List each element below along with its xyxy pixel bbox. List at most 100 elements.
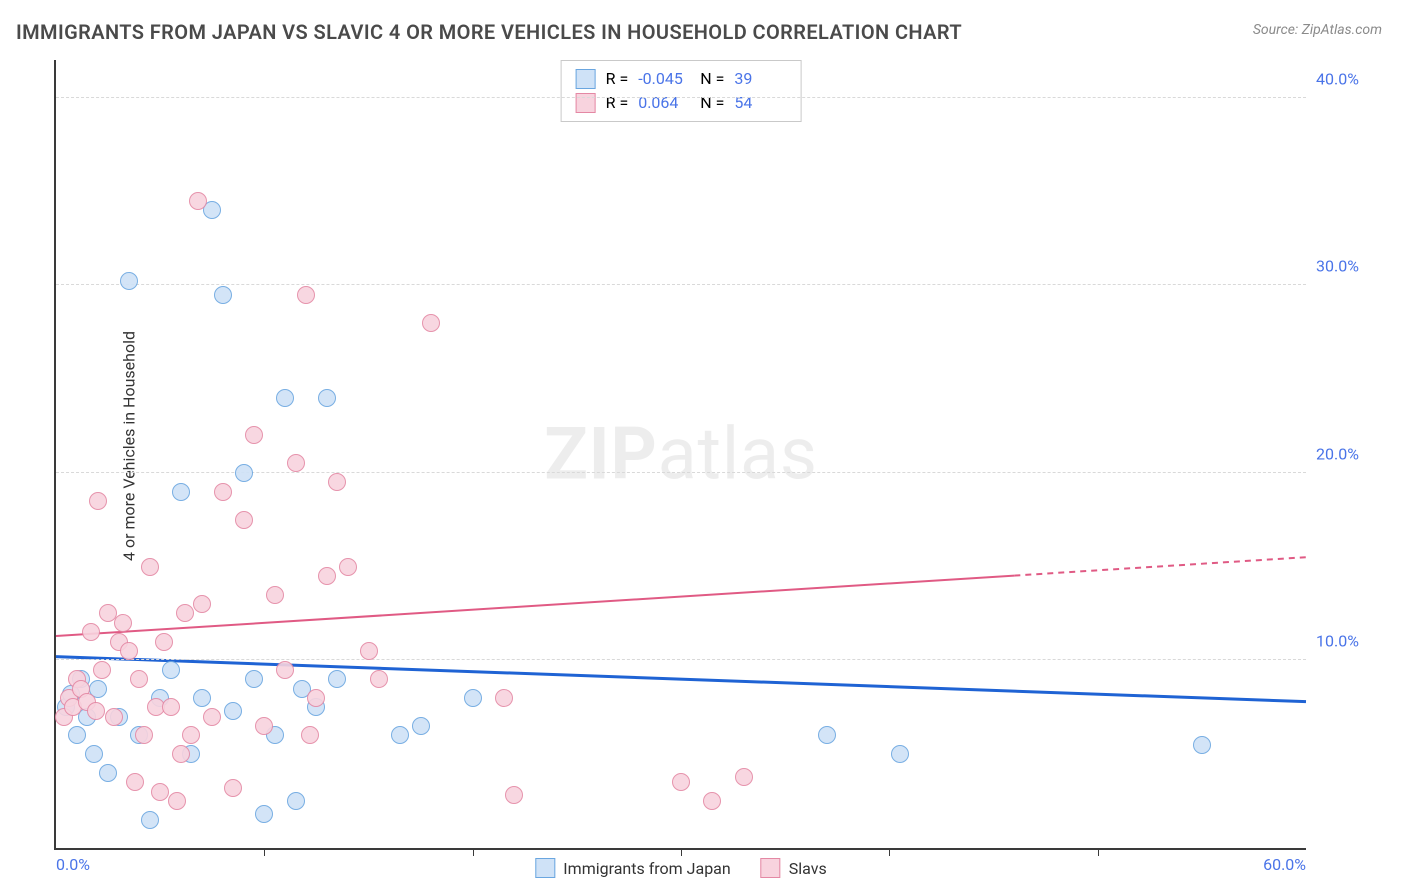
plot-area: ZIPatlas R =-0.045N =39R =0.064N =54 Imm…: [54, 60, 1306, 850]
data-point: [391, 726, 409, 744]
data-point: [1193, 736, 1211, 754]
data-point: [89, 492, 107, 510]
data-point: [318, 389, 336, 407]
y-tick-label: 10.0%: [1316, 632, 1376, 651]
legend-N-label: N =: [700, 91, 724, 115]
legend-N-label: N =: [700, 67, 724, 91]
legend-R-value: 0.064: [638, 91, 690, 115]
source-value: ZipAtlas.com: [1302, 22, 1382, 38]
data-point: [360, 642, 378, 660]
watermark-light: atlas: [658, 412, 818, 497]
data-point: [162, 661, 180, 679]
x-tick-label: 60.0%: [1263, 855, 1306, 874]
trend-line: [56, 657, 1306, 702]
trend-line: [1014, 557, 1306, 575]
data-point: [135, 726, 153, 744]
data-point: [276, 661, 294, 679]
legend-swatch: [535, 858, 555, 878]
data-point: [235, 464, 253, 482]
data-point: [412, 717, 430, 735]
legend-swatch: [576, 69, 596, 89]
data-point: [245, 670, 263, 688]
legend-R-value: -0.045: [638, 67, 690, 91]
data-point: [99, 764, 117, 782]
data-point: [266, 586, 284, 604]
data-point: [87, 702, 105, 720]
data-point: [130, 670, 148, 688]
data-point: [672, 773, 690, 791]
data-point: [151, 783, 169, 801]
legend-item: Immigrants from Japan: [535, 858, 730, 878]
legend-N-value: 54: [734, 91, 786, 115]
data-point: [114, 614, 132, 632]
y-tick-label: 30.0%: [1316, 257, 1376, 276]
data-point: [214, 483, 232, 501]
data-point: [255, 805, 273, 823]
data-point: [703, 792, 721, 810]
data-point: [155, 633, 173, 651]
data-point: [318, 567, 336, 585]
data-point: [193, 595, 211, 613]
legend-item: Slavs: [761, 858, 827, 878]
data-point: [245, 426, 263, 444]
data-point: [82, 623, 100, 641]
data-point: [176, 604, 194, 622]
data-point: [68, 726, 86, 744]
data-point: [105, 708, 123, 726]
data-point: [93, 661, 111, 679]
y-tick-label: 20.0%: [1316, 444, 1376, 463]
data-point: [339, 558, 357, 576]
data-point: [126, 773, 144, 791]
data-point: [85, 745, 103, 763]
data-point: [224, 779, 242, 797]
data-point: [276, 389, 294, 407]
x-tick-label: 0.0%: [56, 855, 90, 874]
data-point: [287, 792, 305, 810]
y-tick-label: 40.0%: [1316, 69, 1376, 88]
data-point: [735, 768, 753, 786]
legend-stats-row: R = 0.064 N = 54: [576, 91, 787, 115]
data-point: [255, 717, 273, 735]
data-point: [214, 286, 232, 304]
watermark: ZIPatlas: [544, 412, 817, 497]
data-point: [891, 745, 909, 763]
chart-container: IMMIGRANTS FROM JAPAN VS SLAVIC 4 OR MOR…: [0, 0, 1406, 892]
legend-bottom: Immigrants from Japan Slavs: [535, 858, 826, 878]
data-point: [328, 670, 346, 688]
data-point: [505, 786, 523, 804]
data-point: [168, 792, 186, 810]
data-point: [141, 558, 159, 576]
data-point: [287, 454, 305, 472]
data-point: [172, 483, 190, 501]
chart-title: IMMIGRANTS FROM JAPAN VS SLAVIC 4 OR MOR…: [16, 20, 962, 44]
data-point: [182, 726, 200, 744]
x-tick-mark: [681, 848, 682, 856]
data-point: [235, 511, 253, 529]
data-point: [328, 473, 346, 491]
watermark-bold: ZIP: [544, 412, 657, 497]
x-tick-mark: [889, 848, 890, 856]
data-point: [464, 689, 482, 707]
legend-R-label: R =: [606, 67, 629, 91]
legend-series-name: Slavs: [789, 859, 827, 878]
gridline: [56, 97, 1306, 98]
gridline: [56, 659, 1306, 660]
data-point: [203, 708, 221, 726]
legend-stats-box: R = -0.045 N = 39 R = 0.064 N = 54: [561, 60, 802, 122]
data-point: [193, 689, 211, 707]
source-label: Source:: [1253, 22, 1298, 38]
legend-R-label: R =: [606, 91, 629, 115]
data-point: [224, 702, 242, 720]
trend-lines: [56, 60, 1306, 848]
data-point: [818, 726, 836, 744]
legend-stats-row: R = -0.045 N = 39: [576, 67, 787, 91]
data-point: [297, 286, 315, 304]
legend-N-value: 39: [734, 67, 786, 91]
x-tick-mark: [473, 848, 474, 856]
data-point: [307, 689, 325, 707]
gridline: [56, 284, 1306, 285]
legend-series-name: Immigrants from Japan: [563, 859, 730, 878]
data-point: [189, 192, 207, 210]
data-point: [141, 811, 159, 829]
data-point: [120, 272, 138, 290]
